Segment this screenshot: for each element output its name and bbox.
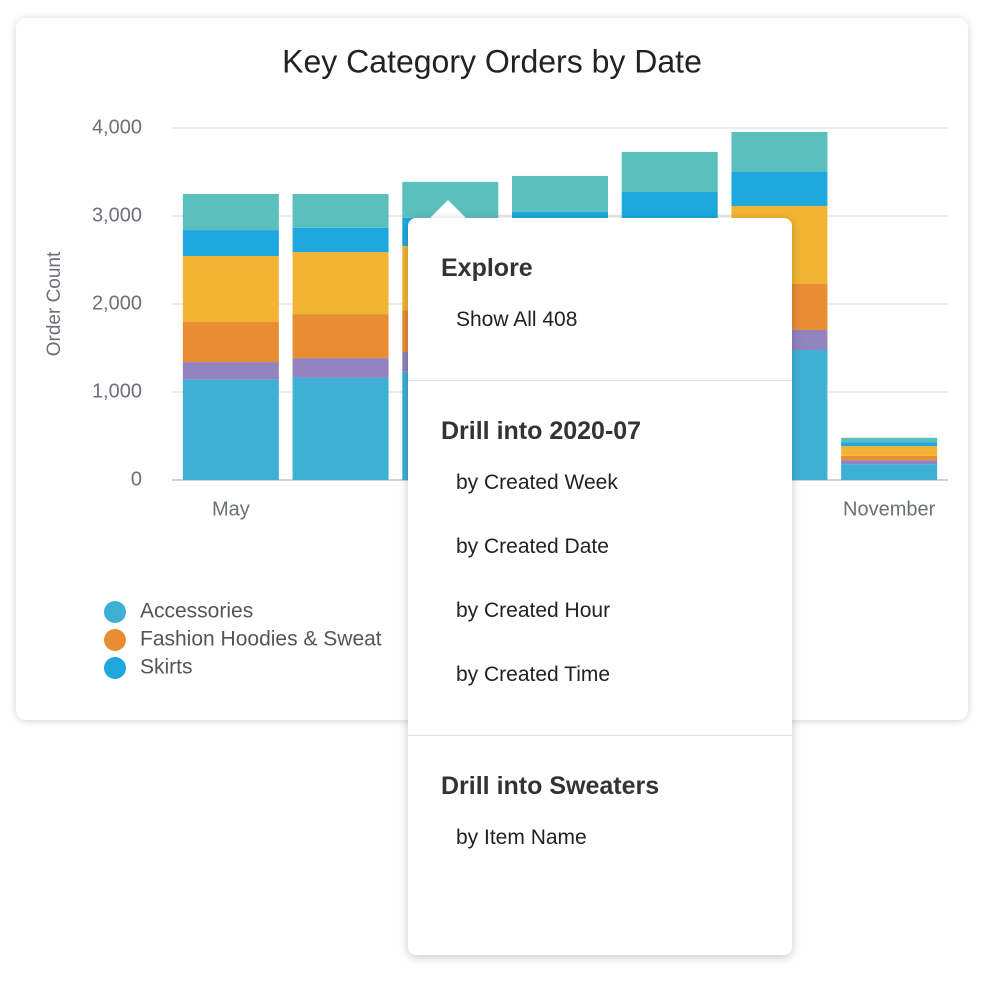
menu-section: Drill into 2020-07 by Created Week by Cr…: [408, 381, 792, 736]
drill-menu: Explore Show All 408 Drill into 2020-07 …: [408, 218, 792, 955]
legend-marker: [104, 629, 126, 651]
bar-segment: [292, 377, 389, 480]
menu-section: Drill into Sweaters by Item Name: [408, 736, 792, 898]
section-title: Explore: [441, 254, 533, 282]
menu-item[interactable]: by Created Date: [456, 535, 609, 558]
legend-label: Fashion Hoodies & Sweat: [140, 628, 382, 651]
menu-item[interactable]: Show All 408: [456, 308, 578, 331]
bar-segment: [182, 379, 279, 480]
bar-segment: [841, 460, 938, 465]
bar-segment: [182, 230, 279, 257]
menu-item[interactable]: by Created Hour: [456, 599, 611, 622]
bar-segment: [512, 175, 608, 213]
y-tick-label: 4,000: [92, 116, 142, 138]
x-tick-label: November: [843, 498, 936, 520]
y-axis-label: Order Count: [44, 251, 65, 356]
bar-segment: [182, 194, 279, 231]
chart-title: Key Category Orders by Date: [282, 43, 702, 79]
legend-marker: [104, 601, 126, 623]
bar-segment: [841, 446, 938, 456]
menu-item[interactable]: by Item Name: [456, 826, 587, 849]
bar-segment: [621, 151, 718, 192]
bar-segment: [182, 362, 279, 380]
section-title: Drill into 2020-07: [441, 417, 642, 445]
bar-segment: [841, 442, 938, 447]
bar-segment: [292, 227, 389, 253]
legend-label: Accessories: [140, 600, 253, 623]
y-tick-label: 2,000: [92, 292, 142, 314]
x-tick-label: May: [212, 498, 250, 520]
bar-segment: [182, 256, 279, 323]
y-tick-label: 3,000: [92, 204, 142, 226]
y-tick-label: 0: [131, 468, 142, 490]
section-title: Drill into Sweaters: [441, 772, 660, 800]
bar-segment: [292, 194, 389, 228]
bar-segment: [731, 172, 828, 206]
y-tick-label: 1,000: [92, 380, 142, 402]
bar-segment: [841, 464, 938, 480]
bar-segment: [621, 191, 718, 224]
bar-segment: [841, 455, 938, 461]
menu-section: Explore Show All 408: [408, 218, 792, 381]
legend-label: Skirts: [140, 656, 193, 679]
legend-marker: [104, 657, 126, 679]
bar-segment: [841, 437, 938, 443]
menu-item[interactable]: by Created Week: [456, 471, 618, 494]
menu-caret: [430, 200, 466, 218]
bar-segment: [292, 358, 389, 378]
bar-segment: [731, 131, 828, 172]
bar-segment: [292, 314, 389, 359]
bar-segment: [182, 322, 279, 363]
menu-item[interactable]: by Created Time: [456, 663, 611, 686]
bar-segment: [292, 252, 389, 315]
